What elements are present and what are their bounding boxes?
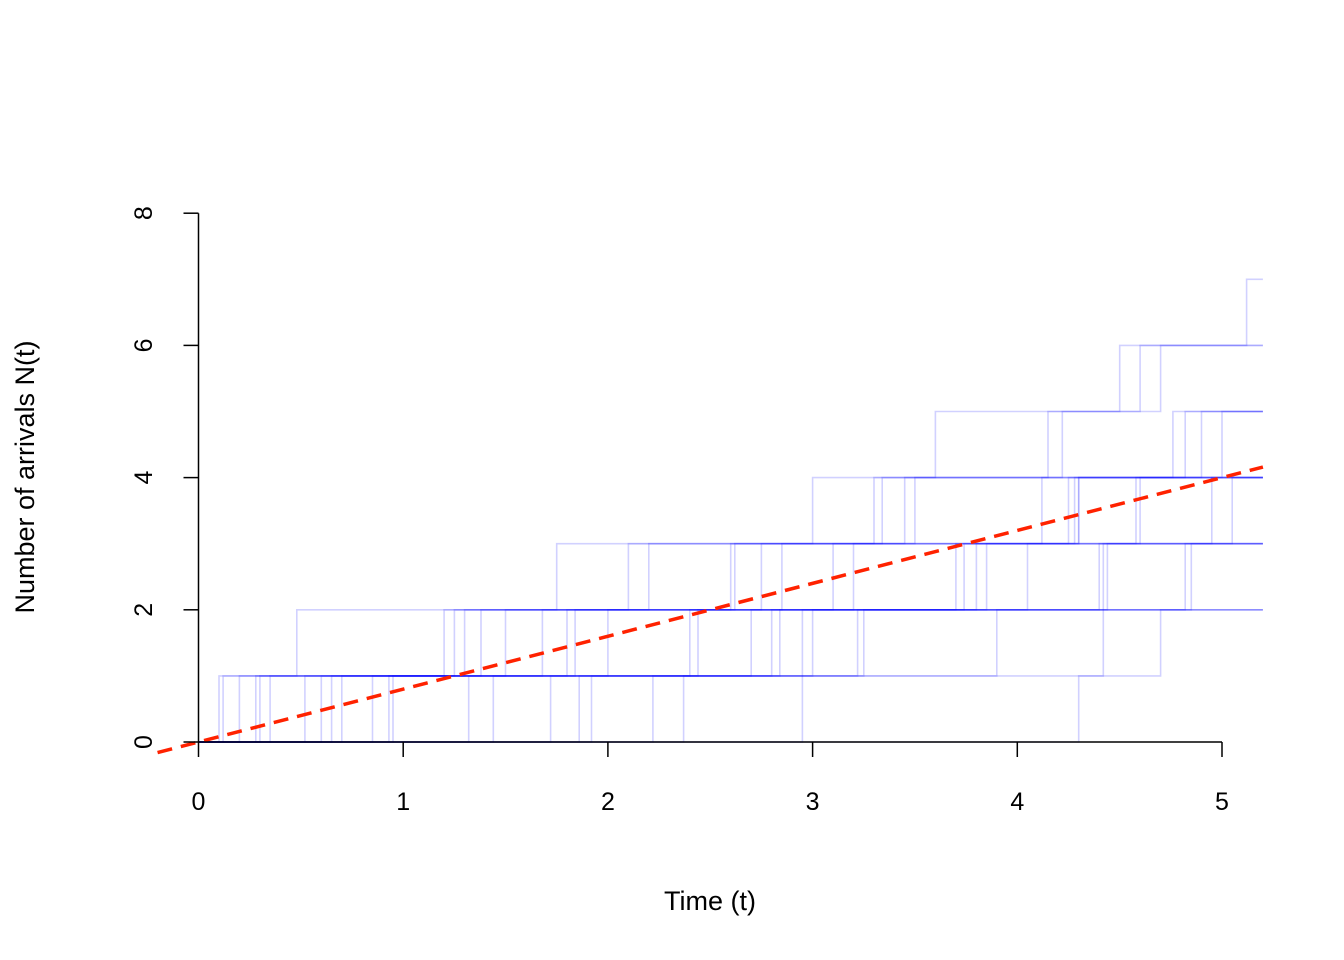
sample-path-4 xyxy=(198,278,1263,743)
sample-path-7 xyxy=(198,542,1263,743)
sample-path-14 xyxy=(198,476,1263,743)
sample-path-13 xyxy=(198,542,1263,743)
sample-path-17 xyxy=(198,476,1263,743)
x-tick-label-4: 4 xyxy=(1010,788,1024,816)
y-tick-label-8: 8 xyxy=(130,206,158,220)
sample-path-22 xyxy=(198,410,1263,743)
x-axis-title: Time (t) xyxy=(664,886,756,916)
sample-path-5 xyxy=(198,476,1263,743)
sample-path-9 xyxy=(198,344,1263,743)
axes: 0 1 2 3 4 5 0 2 4 6 8 xyxy=(130,206,1229,816)
sample-path-2 xyxy=(198,476,1263,743)
sample-path-21 xyxy=(198,410,1263,743)
y-tick-label-0: 0 xyxy=(130,735,158,749)
sample-path-1 xyxy=(198,410,1263,743)
sample-paths xyxy=(198,278,1263,743)
sample-path-20 xyxy=(198,542,1263,743)
x-tick-label-0: 0 xyxy=(192,788,206,816)
x-tick-label-3: 3 xyxy=(806,788,820,816)
sample-path-3 xyxy=(198,476,1263,743)
sample-path-16 xyxy=(198,476,1263,743)
y-tick-label-2: 2 xyxy=(130,603,158,617)
y-axis-title: Number of arrivals N(t) xyxy=(10,340,40,613)
y-tick-label-4: 4 xyxy=(130,471,158,485)
x-tick-label-1: 1 xyxy=(396,788,410,816)
sample-path-11 xyxy=(198,344,1263,743)
y-tick-label-6: 6 xyxy=(130,338,158,352)
x-tick-label-2: 2 xyxy=(601,788,615,816)
sample-path-12 xyxy=(198,542,1263,743)
x-tick-label-5: 5 xyxy=(1215,788,1229,816)
sample-path-10 xyxy=(198,542,1263,743)
sample-path-6 xyxy=(198,410,1263,743)
